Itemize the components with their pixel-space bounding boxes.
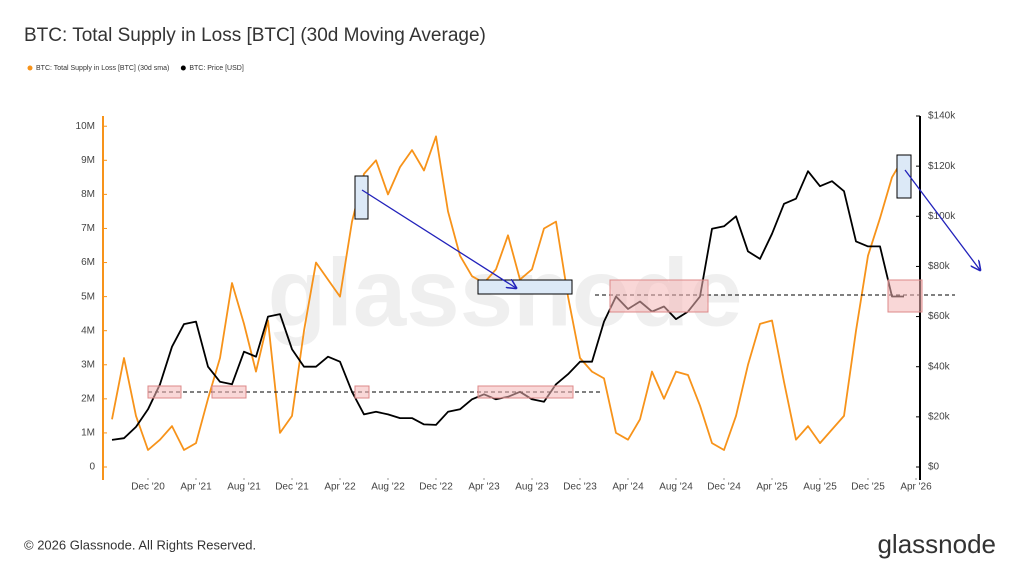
peak-box [477,279,573,295]
y2-tick-label: $140k [928,111,956,122]
legend-swatch [27,65,33,71]
footer: © 2026 Glassnode. All Rights Reserved. [24,537,256,552]
series-line [111,135,905,451]
x-tick-label: Dec '25 [851,482,885,493]
y2-tick-label: $60k [928,311,951,322]
y-tick-label: 4M [81,325,95,336]
y-tick-label: 3M [81,359,95,370]
y-tick-label: 9M [81,155,95,166]
y-tick-label: 2M [81,393,95,404]
legend-label: BTC: Price [USD] [189,65,244,72]
y-tick-label: 6M [81,257,95,268]
highlight-box [147,385,182,399]
peak-box [354,175,369,220]
y2-tick-label: $0 [928,462,940,473]
y-tick-label: 10M [76,121,95,132]
y-tick-label: 0 [89,462,95,473]
y-tick-label: 8M [81,189,95,200]
highlight-box [477,385,574,399]
x-tick-label: Apr '23 [468,482,500,493]
y-tick-label: 1M [81,428,95,439]
legend: BTC: Total Supply in Loss [BTC] (30d sma… [27,65,244,72]
y2-tick-label: $40k [928,361,951,372]
peak-box [896,154,912,199]
y2-tick-label: $120k [928,161,956,172]
highlight-box [887,279,923,313]
x-tick-label: Apr '24 [612,482,644,493]
x-tick-label: Aug '23 [515,482,549,493]
y-tick-label: 5M [81,291,95,302]
x-tick-label: Aug '25 [803,482,837,493]
chart-title: BTC: Total Supply in Loss [BTC] (30d Mov… [24,25,486,46]
x-tick-label: Dec '24 [707,482,741,493]
x-tick-label: Apr '26 [900,482,932,493]
annotations [147,154,980,399]
x-tick-label: Dec '22 [419,482,453,493]
y2-tick-label: $100k [928,211,956,222]
highlight-box [609,279,709,313]
highlight-box [354,385,370,399]
arrow [904,169,980,270]
x-tick-label: Dec '23 [563,482,597,493]
y2-tick-label: $20k [928,411,951,422]
x-tick-label: Apr '22 [324,482,356,493]
y-tick-label: 7M [81,223,95,234]
x-tick-label: Apr '25 [756,482,788,493]
x-tick-label: Apr '21 [180,482,212,493]
x-tick-label: Aug '24 [659,482,693,493]
logo: glassnode [877,529,996,559]
x-tick-label: Aug '21 [227,482,261,493]
legend-swatch [180,65,186,71]
arrow [361,189,516,288]
x-tick-label: Aug '22 [371,482,405,493]
x-tick-label: Dec '21 [275,482,309,493]
x-tick-label: Dec '20 [131,482,165,493]
y2-tick-label: $80k [928,261,951,272]
legend-label: BTC: Total Supply in Loss [BTC] (30d sma… [36,65,169,72]
highlight-box [211,385,247,399]
